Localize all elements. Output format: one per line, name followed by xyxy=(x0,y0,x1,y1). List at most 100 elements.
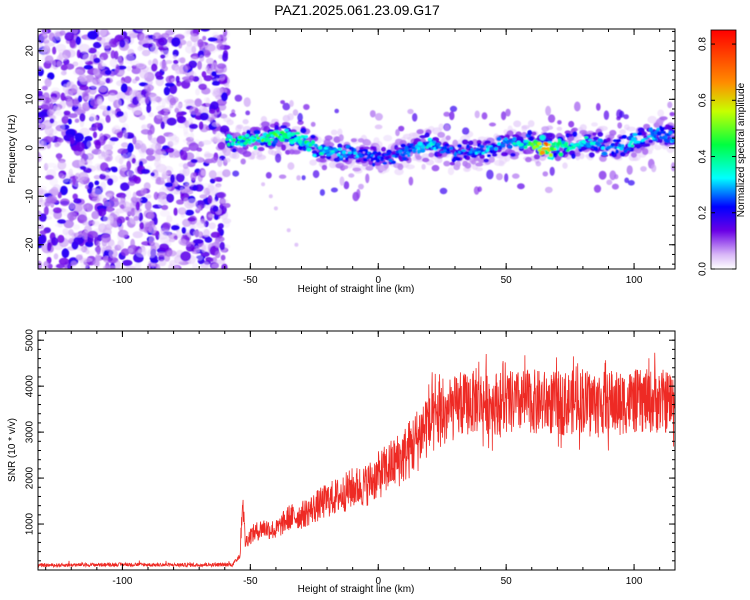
ridge-cell xyxy=(333,148,338,152)
noise-cell xyxy=(91,220,96,226)
noise-cell xyxy=(75,141,85,152)
ridge-cell xyxy=(296,175,301,181)
noise-cell xyxy=(157,197,163,208)
ridge-cell xyxy=(287,113,294,121)
ridge-cell xyxy=(231,152,240,160)
ridge-cell xyxy=(224,157,231,163)
noise-cell xyxy=(192,185,198,191)
ridge-cell xyxy=(574,152,581,157)
ridge-cell xyxy=(232,138,237,143)
noise-cell xyxy=(126,151,134,161)
ridge-cell xyxy=(606,137,611,143)
ridge-cell xyxy=(588,138,593,142)
ridge-cell xyxy=(653,134,657,139)
noise-cell xyxy=(180,251,192,262)
ridge-cell xyxy=(245,110,251,116)
ridge-cell xyxy=(325,142,335,148)
noise-cell xyxy=(207,37,218,42)
noise-cell xyxy=(179,187,185,193)
ridge-cell xyxy=(370,154,375,157)
ridge-cell xyxy=(648,127,653,132)
noise-cell xyxy=(202,35,207,41)
ridge-cell xyxy=(369,110,376,118)
noise-cell xyxy=(62,228,69,236)
noise-cell xyxy=(194,98,202,107)
ridge-cell xyxy=(427,137,432,142)
ridge-cell xyxy=(667,101,673,109)
ridge-cell xyxy=(475,167,483,172)
ridge-cell xyxy=(471,139,479,147)
noise-cell xyxy=(208,170,217,179)
ridge-cell xyxy=(373,147,377,152)
noise-cell xyxy=(140,129,151,135)
noise-cell xyxy=(49,118,55,124)
noise-cell xyxy=(174,265,180,269)
noise-cell xyxy=(166,117,177,126)
ridge-cell xyxy=(665,139,670,144)
ridge-cell xyxy=(245,138,249,143)
ridge-cell xyxy=(494,144,498,148)
ridge-cell xyxy=(445,135,451,141)
noise-cell xyxy=(171,225,180,231)
noise-cell xyxy=(101,238,108,247)
ridge-cell xyxy=(632,132,639,137)
noise-cell xyxy=(217,79,228,85)
noise-cell xyxy=(203,75,213,82)
ridge-cell xyxy=(544,186,553,194)
ridge-cell xyxy=(558,152,564,157)
ridge-cell xyxy=(407,154,411,158)
ridge-cell xyxy=(350,147,355,152)
ridge-cell xyxy=(580,144,584,147)
noise-cell xyxy=(43,206,49,216)
ridge-cell xyxy=(444,124,450,131)
noise-cell xyxy=(118,59,124,66)
noise-cell xyxy=(104,69,112,76)
ridge-cell xyxy=(492,150,498,154)
ridge-cell xyxy=(312,154,317,157)
colorbar-ticks: 0.0 0.2 0.4 0.6 0.8 xyxy=(698,37,736,276)
noise-cell xyxy=(132,191,137,202)
noise-cell xyxy=(140,187,147,196)
ridge-cell xyxy=(437,152,443,158)
ridge-cell xyxy=(432,140,436,144)
noise-cell xyxy=(127,180,136,186)
ridge-cell xyxy=(318,145,323,150)
ridge-cell xyxy=(624,177,630,184)
ridge-cell xyxy=(242,150,252,158)
noise-cell xyxy=(211,71,217,77)
ridge-cell xyxy=(314,143,318,148)
noise-cell xyxy=(208,108,216,114)
ridge-cell xyxy=(489,122,496,127)
ridge-cell xyxy=(615,138,622,143)
ridge-cell xyxy=(253,145,258,150)
noise-cell xyxy=(64,90,73,98)
ridge-cell xyxy=(556,126,563,131)
y-tick-label: 2000 xyxy=(25,467,36,490)
noise-cell xyxy=(73,97,80,107)
ridge-cell xyxy=(394,168,404,176)
noise-cell xyxy=(211,121,221,127)
noise-cell xyxy=(163,86,170,96)
noise-cell xyxy=(57,234,65,244)
noise-cell xyxy=(162,222,171,230)
ridge-cell xyxy=(645,143,651,147)
spectrogram-ylabel: Frequency (Hz) xyxy=(7,115,18,184)
noise-cell xyxy=(190,33,199,43)
ridge-cell xyxy=(412,113,418,122)
ridge-cell xyxy=(301,135,306,138)
noise-cell xyxy=(102,197,108,204)
noise-cell xyxy=(170,174,175,184)
ridge-cell xyxy=(614,146,618,150)
y-tick-label: -20 xyxy=(25,237,36,252)
ridge-cell xyxy=(333,157,341,163)
noise-cell xyxy=(62,83,68,93)
noise-cell xyxy=(107,256,119,264)
noise-cell xyxy=(111,167,118,173)
noise-cell xyxy=(54,223,64,228)
ridge-cell xyxy=(527,120,535,128)
noise-cell xyxy=(93,67,101,76)
ridge-cell xyxy=(382,161,388,165)
ridge-cell xyxy=(436,142,441,147)
noise-cell xyxy=(101,36,111,43)
noise-cell xyxy=(136,62,146,69)
